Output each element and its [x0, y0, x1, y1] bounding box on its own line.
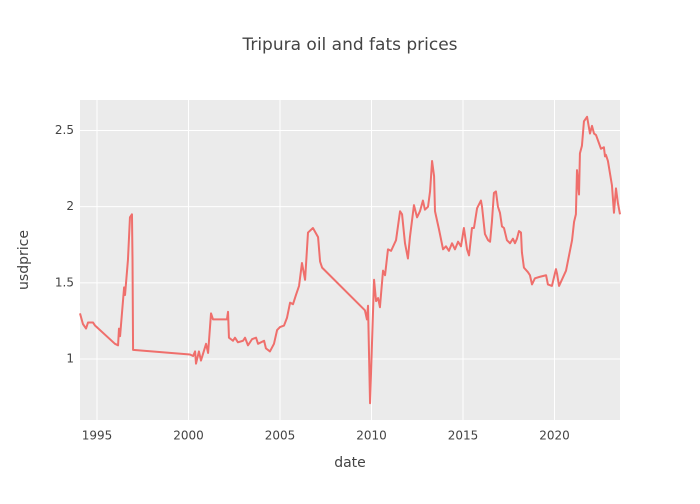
x-axis-title: date [334, 455, 366, 471]
y-tick-label: 2 [66, 199, 74, 213]
y-tick-label: 1.5 [55, 275, 74, 289]
y-axis-title: usdprice [16, 230, 32, 290]
chart-title: Tripura oil and fats prices [241, 35, 457, 55]
x-tick-label: 2015 [448, 429, 479, 443]
x-tick-label: 2005 [265, 429, 296, 443]
y-tick-label: 1 [66, 352, 74, 366]
y-tick-label: 2.5 [55, 123, 74, 137]
plot-area [80, 100, 620, 420]
x-tick-label: 2010 [356, 429, 387, 443]
x-tick-label: 2020 [539, 429, 570, 443]
x-tick-label: 2000 [173, 429, 204, 443]
line-series [79, 115, 621, 405]
x-tick-label: 1995 [82, 429, 113, 443]
